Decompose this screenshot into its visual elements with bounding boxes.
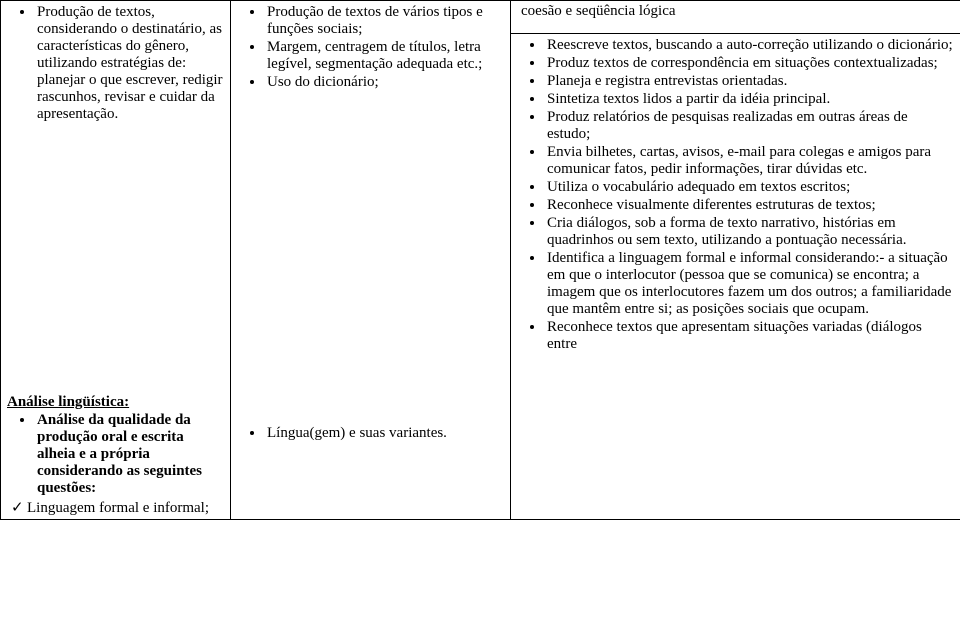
document-table: Produção de textos, considerando o desti… — [0, 0, 960, 520]
check-item: Linguagem formal e informal; — [27, 498, 224, 517]
list-item: Margem, centragem de títulos, letra legí… — [265, 39, 504, 73]
list-item: Produção de textos, considerando o desti… — [35, 4, 224, 123]
list-item: Sintetiza textos lidos a partir da idéia… — [545, 91, 954, 108]
col3-body-cell: Reescreve textos, buscando a auto-correç… — [511, 34, 960, 520]
col1-row2-list: Análise da qualidade da produção oral e … — [7, 412, 224, 497]
list-item: Envia bilhetes, cartas, avisos, e-mail p… — [545, 144, 954, 178]
analise-heading-text: Análise lingüística: — [7, 394, 129, 410]
list-item: Utiliza o vocabulário adequado em textos… — [545, 179, 954, 196]
list-item: Identifica a linguagem formal e informal… — [545, 250, 954, 318]
col3-header-text: coesão e seqüência lógica — [521, 3, 676, 19]
analise-heading: Análise lingüística: — [7, 394, 224, 411]
col1-row1-list: Produção de textos, considerando o desti… — [7, 4, 224, 123]
col1-row2-checklist: Linguagem formal e informal; — [7, 498, 224, 517]
col2-row1-list: Produção de textos de vários tipos e fun… — [237, 4, 504, 91]
col1-cell: Produção de textos, considerando o desti… — [1, 1, 231, 520]
list-item: Reescreve textos, buscando a auto-correç… — [545, 37, 954, 54]
list-item: Reconhece visualmente diferentes estrutu… — [545, 197, 954, 214]
col2-row2-list: Língua(gem) e suas variantes. — [237, 425, 504, 442]
list-item: Produção de textos de vários tipos e fun… — [265, 4, 504, 38]
col3-row1-list: Reescreve textos, buscando a auto-correç… — [517, 37, 954, 249]
list-item: Uso do dicionário; — [265, 74, 504, 91]
list-item: Análise da qualidade da produção oral e … — [35, 412, 224, 497]
list-item: Produz relatórios de pesquisas realizada… — [545, 109, 954, 143]
list-item: Língua(gem) e suas variantes. — [265, 425, 504, 442]
list-item: Planeja e registra entrevistas orientada… — [545, 73, 954, 90]
list-item: Produz textos de correspondência em situ… — [545, 55, 954, 72]
col2-cell: Produção de textos de vários tipos e fun… — [231, 1, 511, 520]
col3-header-cell: coesão e seqüência lógica — [511, 1, 960, 34]
col3-row2-list: Identifica a linguagem formal e informal… — [517, 250, 954, 353]
list-item: Cria diálogos, sob a forma de texto narr… — [545, 215, 954, 249]
list-item: Reconhece textos que apresentam situaçõe… — [545, 319, 954, 353]
